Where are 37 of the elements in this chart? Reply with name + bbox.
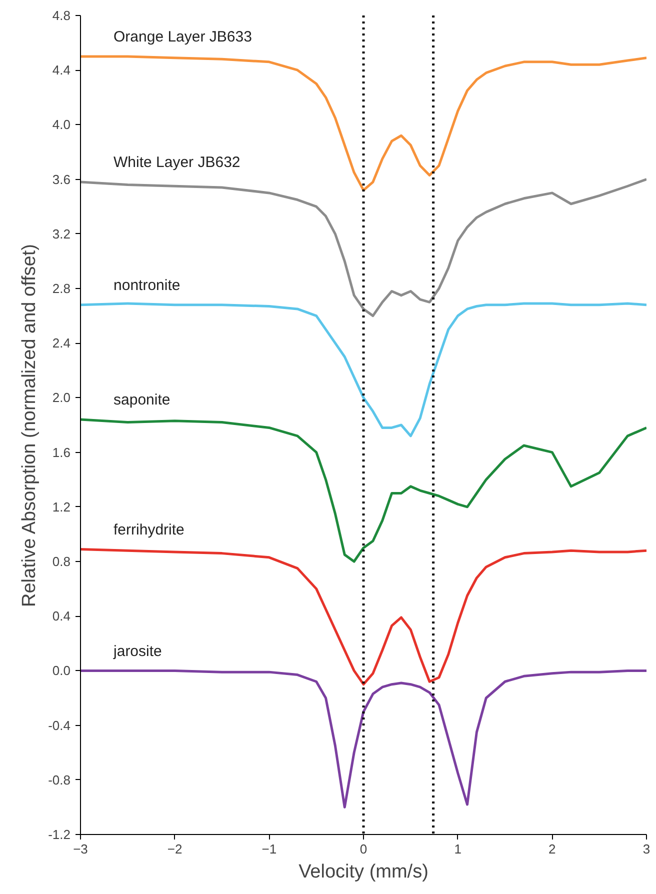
x-tick-label: 2 xyxy=(548,842,556,856)
y-tick-label: -0.4 xyxy=(48,718,71,733)
y-tick-label: 1.2 xyxy=(52,499,71,514)
y-tick-label: 0.8 xyxy=(52,554,71,569)
series-label: Orange Layer JB633 xyxy=(114,28,252,46)
x-tick-label: 1 xyxy=(454,842,462,856)
line-series xyxy=(80,548,646,686)
x-tick-label: −1 xyxy=(262,842,277,856)
x-tick-label: 0 xyxy=(360,842,368,856)
y-tick-label: -1.2 xyxy=(48,827,71,842)
series-label: nontronite xyxy=(114,276,180,294)
x-tick-label: 3 xyxy=(642,842,650,856)
y-tick-label: 1.6 xyxy=(52,444,71,460)
series-label: White Layer JB632 xyxy=(114,154,240,172)
y-tick-label: 4.4 xyxy=(52,62,71,78)
y-tick-label: -0.8 xyxy=(48,772,71,788)
y-tick-label: 2.0 xyxy=(52,390,71,406)
series-label: ferrihydrite xyxy=(114,521,184,538)
series-label: jarosite xyxy=(112,642,162,660)
y-axis-title: Relative Absorption (normalized and offset) xyxy=(19,244,40,608)
line-series xyxy=(80,669,646,808)
y-tick-label: 3.6 xyxy=(52,172,71,187)
line-series xyxy=(80,418,646,563)
y-tick-label: 2.8 xyxy=(52,281,71,296)
x-axis-title: Velocity (mm/s) xyxy=(298,862,428,882)
y-tick-label: 0.4 xyxy=(52,608,71,624)
x-tick-label: −3 xyxy=(73,842,88,856)
line-series xyxy=(80,55,646,192)
y-tick-label: 4.8 xyxy=(52,8,71,23)
y-tick-label: 4.0 xyxy=(52,117,71,132)
x-tick-label: −2 xyxy=(167,842,182,856)
series-label: saponite xyxy=(114,392,170,409)
y-tick-label: 0.0 xyxy=(52,663,71,678)
y-tick-label: 2.4 xyxy=(52,336,71,351)
y-tick-label: 3.2 xyxy=(52,226,71,242)
line-series xyxy=(80,302,646,438)
line-series xyxy=(80,178,646,318)
